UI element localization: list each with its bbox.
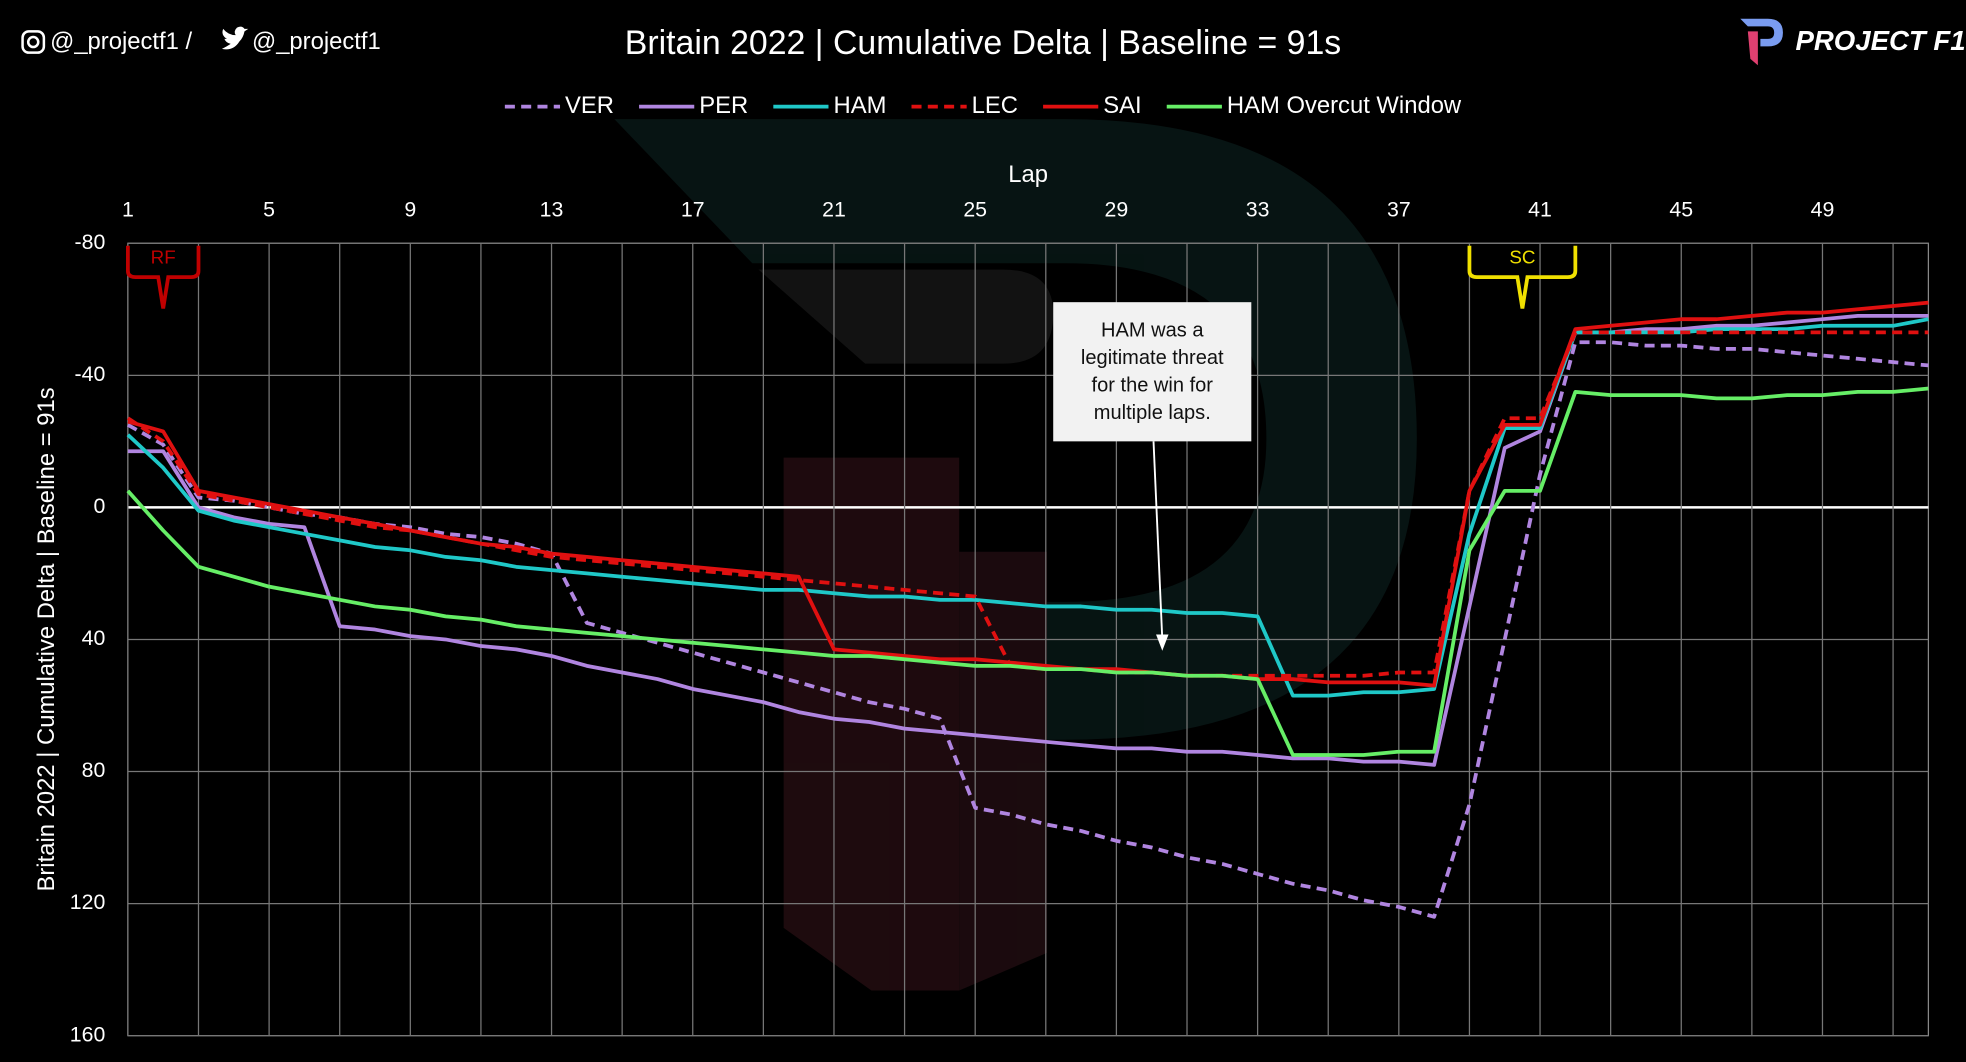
legend-item: PER <box>639 92 748 119</box>
legend-item: HAM <box>773 92 886 119</box>
x-axis-title: Lap <box>1008 161 1048 188</box>
legend-item: LEC <box>911 92 1018 119</box>
handle-instagram: @_projectf1 / <box>50 28 192 55</box>
x-tick-label: 37 <box>1387 197 1411 221</box>
brand-name: PROJECT F1 <box>1795 25 1965 56</box>
note-line: for the win for <box>1092 374 1214 396</box>
x-tick-label: 29 <box>1105 197 1129 221</box>
note: HAM was a legitimate threat for the win fo… <box>1053 302 1252 651</box>
series-line <box>126 317 1929 698</box>
legend-item: HAM Overcut Window <box>1166 92 1462 119</box>
legend-label: HAM Overcut Window <box>1227 92 1462 119</box>
y-tick-label: 80 <box>82 758 106 782</box>
y-tick-label: -40 <box>75 362 106 386</box>
x-tick-label: 41 <box>1528 197 1552 221</box>
y-tick-label: 0 <box>93 494 105 518</box>
x-tick-label: 49 <box>1811 197 1835 221</box>
marker-bracket <box>1467 245 1578 309</box>
y-axis-title: Britain 2022 | Cumulative Delta | Baseli… <box>33 387 60 891</box>
brand-logo <box>1740 18 1783 47</box>
legend-item: SAI <box>1043 92 1142 119</box>
legend-label: SAI <box>1103 92 1141 119</box>
brand-logo-stem <box>1747 31 1758 66</box>
legend-label: LEC <box>972 92 1018 119</box>
x-tick-label: 21 <box>822 197 846 221</box>
marker-label: SC <box>1509 246 1535 267</box>
series-line <box>127 300 1929 688</box>
legend-label: VER <box>565 92 614 119</box>
x-tick-label: 9 <box>404 197 416 221</box>
y-tick-label: -80 <box>75 230 106 254</box>
note-line: multiple laps. <box>1094 402 1211 424</box>
note-line: HAM was a <box>1101 319 1204 341</box>
plot-lines: RF SC <box>126 245 1929 919</box>
x-tick-label: 25 <box>963 197 987 221</box>
x-tick-label: 45 <box>1669 197 1693 221</box>
chart-title: Britain 2022 | Cumulative Delta | Baseli… <box>625 24 1341 62</box>
x-tick-label: 17 <box>681 197 705 221</box>
x-tick-label: 1 <box>122 197 134 221</box>
y-tick-label: 40 <box>82 626 106 650</box>
x-tick-label: 13 <box>540 197 564 221</box>
twitter-icon <box>221 26 249 50</box>
series-line <box>126 386 1929 757</box>
y-tick-label: 160 <box>70 1022 106 1046</box>
marker-bracket <box>126 245 201 309</box>
x-tick-label: 5 <box>263 197 275 221</box>
note-text: HAM was a legitimate threat for the win fo… <box>1081 319 1224 424</box>
handle-twitter: @_projectf1 <box>252 28 381 55</box>
brand: PROJECT F1 <box>1740 18 1966 66</box>
marker-label: RF <box>151 246 176 267</box>
watermark <box>614 119 1417 991</box>
x-tick-label: 33 <box>1246 197 1270 221</box>
legend-item: VER <box>504 92 614 119</box>
note-arrow-head <box>1156 634 1169 651</box>
legend: VER PER HAM LEC SAI HAM Overcut Window <box>504 92 1462 119</box>
y-tick-label: 120 <box>70 890 106 914</box>
instagram-icon <box>21 30 46 54</box>
legend-label: HAM <box>834 92 887 119</box>
note-arrow <box>1152 441 1164 640</box>
note-line: legitimate threat <box>1081 347 1224 369</box>
handles: @_projectf1 / @_projectf1 <box>21 26 381 55</box>
note-box <box>1053 302 1252 442</box>
legend-label: PER <box>699 92 748 119</box>
instagram-icon-lens <box>26 35 40 49</box>
